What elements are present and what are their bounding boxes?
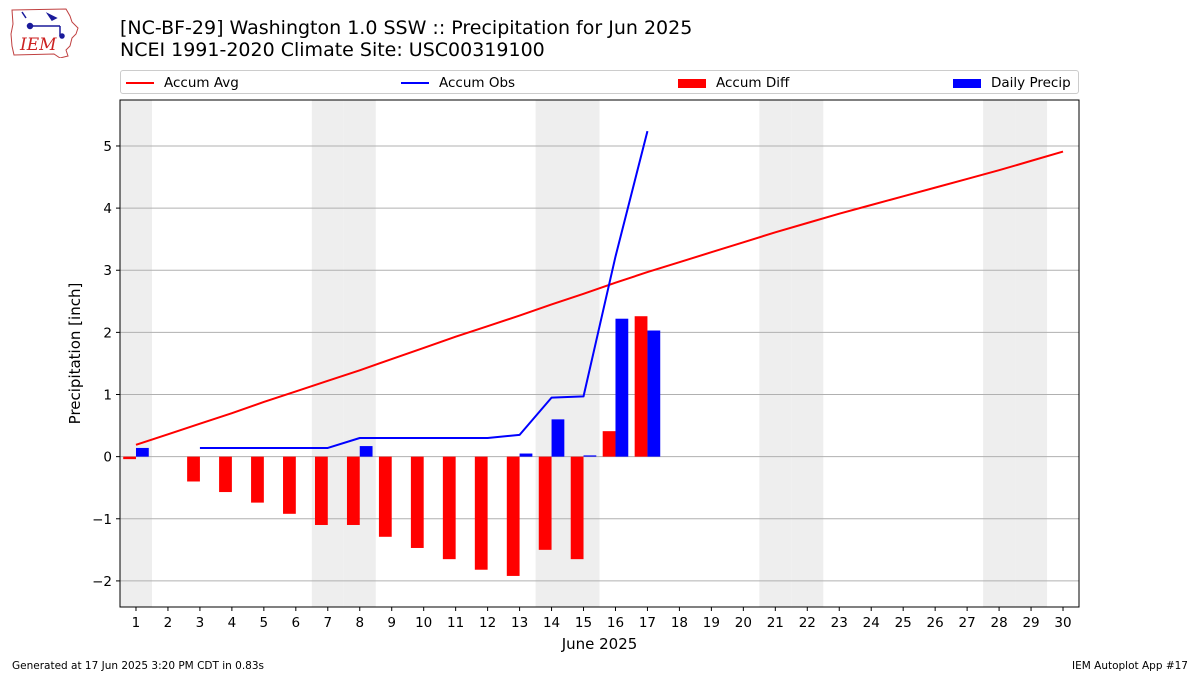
x-tick-label-9: 9 <box>387 615 396 631</box>
y-tick-label-1: −1 <box>92 512 112 528</box>
y-tick-label-2: 0 <box>103 450 112 466</box>
x-tick-label-20: 20 <box>735 615 752 631</box>
bar-daily-precip-day-17 <box>647 330 661 457</box>
weekend-shade-day-22 <box>791 100 824 607</box>
bar-accum-diff-day-6 <box>283 456 296 514</box>
x-tick-label-7: 7 <box>323 615 332 631</box>
x-tick-label-12: 12 <box>479 615 496 631</box>
y-tick-label-7: 5 <box>103 139 112 155</box>
weekend-shade-day-7 <box>311 100 344 607</box>
bar-accum-diff-day-8 <box>346 456 360 525</box>
chart-subtitle: NCEI 1991-2020 Climate Site: USC00319100 <box>120 39 545 61</box>
x-tick-label-13: 13 <box>511 615 528 631</box>
bar-accum-diff-day-9 <box>378 456 392 537</box>
bar-daily-precip-day-1 <box>135 447 149 457</box>
bar-accum-diff-day-11 <box>442 456 456 560</box>
x-tick-label-27: 27 <box>959 615 976 631</box>
logo-text: IEM <box>19 35 57 55</box>
x-tick-label-25: 25 <box>895 615 912 631</box>
y-tick-label-3: 1 <box>103 388 112 404</box>
bar-daily-precip-day-8 <box>359 446 373 457</box>
x-tick-label-5: 5 <box>260 615 269 631</box>
y-axis-label: Precipitation [inch] <box>66 283 84 425</box>
plot-frame <box>119 99 1080 608</box>
bar-accum-diff-day-12 <box>474 456 488 570</box>
bar-daily-precip-day-15 <box>583 455 597 457</box>
x-tick-label-3: 3 <box>196 615 205 631</box>
x-tick-label-14: 14 <box>543 615 560 631</box>
bar-accum-diff-day-7 <box>314 456 328 525</box>
y-tick-label-4: 2 <box>103 325 112 341</box>
bar-accum-diff-day-13 <box>506 456 520 576</box>
footer-generated: Generated at 17 Jun 2025 3:20 PM CDT in … <box>12 660 265 672</box>
gridlines <box>120 145 1079 582</box>
bar-accum-diff-day-1 <box>123 456 136 460</box>
x-tick-label-17: 17 <box>639 615 656 631</box>
weekend-shade-day-8 <box>343 100 376 607</box>
chart-title: [NC-BF-29] Washington 1.0 SSW :: Precipi… <box>120 17 693 39</box>
iem-logo: IEM <box>10 8 79 58</box>
x-tick-label-15: 15 <box>575 615 592 631</box>
legend-swatch-daily-precip <box>953 78 981 88</box>
y-tick-label-0: −2 <box>92 574 112 590</box>
x-tick-label-8: 8 <box>355 615 364 631</box>
x-tick-label-24: 24 <box>863 615 880 631</box>
x-tick-label-29: 29 <box>1022 615 1039 631</box>
weekend-shade-day-29 <box>1015 100 1048 607</box>
x-tick-label-16: 16 <box>607 615 624 631</box>
bar-accum-diff-day-4 <box>219 456 232 493</box>
line-accum-avg <box>135 150 1064 446</box>
x-tick-label-26: 26 <box>927 615 944 631</box>
weekend-shade-day-1 <box>120 100 152 607</box>
bar-daily-precip-day-13 <box>519 453 533 457</box>
legend-item-accum-avg: Accum Avg <box>126 74 239 92</box>
x-tick-label-1: 1 <box>132 615 141 631</box>
lines <box>135 130 1064 449</box>
legend-label-accum-obs: Accum Obs <box>439 75 516 91</box>
footer-app: IEM Autoplot App #17 <box>1072 660 1188 672</box>
x-tick-label-2: 2 <box>164 615 173 631</box>
iowa-state-outline <box>10 8 79 58</box>
x-tick-label-11: 11 <box>447 615 464 631</box>
legend-swatch-accum-avg <box>126 82 154 84</box>
x-tick-label-6: 6 <box>292 615 301 631</box>
line-accum-obs <box>199 130 649 449</box>
bar-daily-precip-day-14 <box>551 419 565 457</box>
bar-accum-diff-day-16 <box>602 431 616 457</box>
bar-accum-diff-day-5 <box>251 456 264 503</box>
x-tick-label-10: 10 <box>415 615 432 631</box>
x-axis-label: June 2025 <box>561 635 638 653</box>
bar-accum-diff-day-17 <box>634 316 648 457</box>
bar-accum-diff-day-14 <box>538 456 552 550</box>
x-tick-label-30: 30 <box>1054 615 1071 631</box>
weather-station-icon <box>21 11 65 39</box>
x-tick-label-22: 22 <box>799 615 816 631</box>
x-tick-label-4: 4 <box>228 615 237 631</box>
x-tick-label-19: 19 <box>703 615 720 631</box>
legend: Accum Avg Accum Obs Accum Diff Daily Pre… <box>120 70 1079 94</box>
legend-label-accum-avg: Accum Avg <box>164 75 239 91</box>
x-tick-label-18: 18 <box>671 615 688 631</box>
bar-accum-diff-day-3 <box>187 456 200 482</box>
legend-label-accum-diff: Accum Diff <box>716 75 790 91</box>
legend-label-daily-precip: Daily Precip <box>991 75 1071 91</box>
bar-accum-diff-day-10 <box>410 456 424 548</box>
x-tick-label-21: 21 <box>767 615 784 631</box>
bar-accum-diff-day-15 <box>570 456 584 560</box>
bar-daily-precip-day-16 <box>615 318 629 457</box>
x-tick-label-28: 28 <box>990 615 1007 631</box>
legend-item-accum-obs: Accum Obs <box>401 74 515 92</box>
legend-item-daily-precip: Daily Precip <box>953 74 1071 92</box>
y-tick-label-6: 4 <box>103 201 112 217</box>
bars <box>123 316 661 576</box>
legend-swatch-accum-diff <box>678 78 706 88</box>
y-tick-label-5: 3 <box>103 263 112 279</box>
weekend-shade-day-28 <box>983 100 1016 607</box>
weekend-shade-day-21 <box>759 100 792 607</box>
legend-swatch-accum-obs <box>401 82 429 84</box>
x-tick-label-23: 23 <box>831 615 848 631</box>
legend-item-accum-diff: Accum Diff <box>678 74 789 92</box>
